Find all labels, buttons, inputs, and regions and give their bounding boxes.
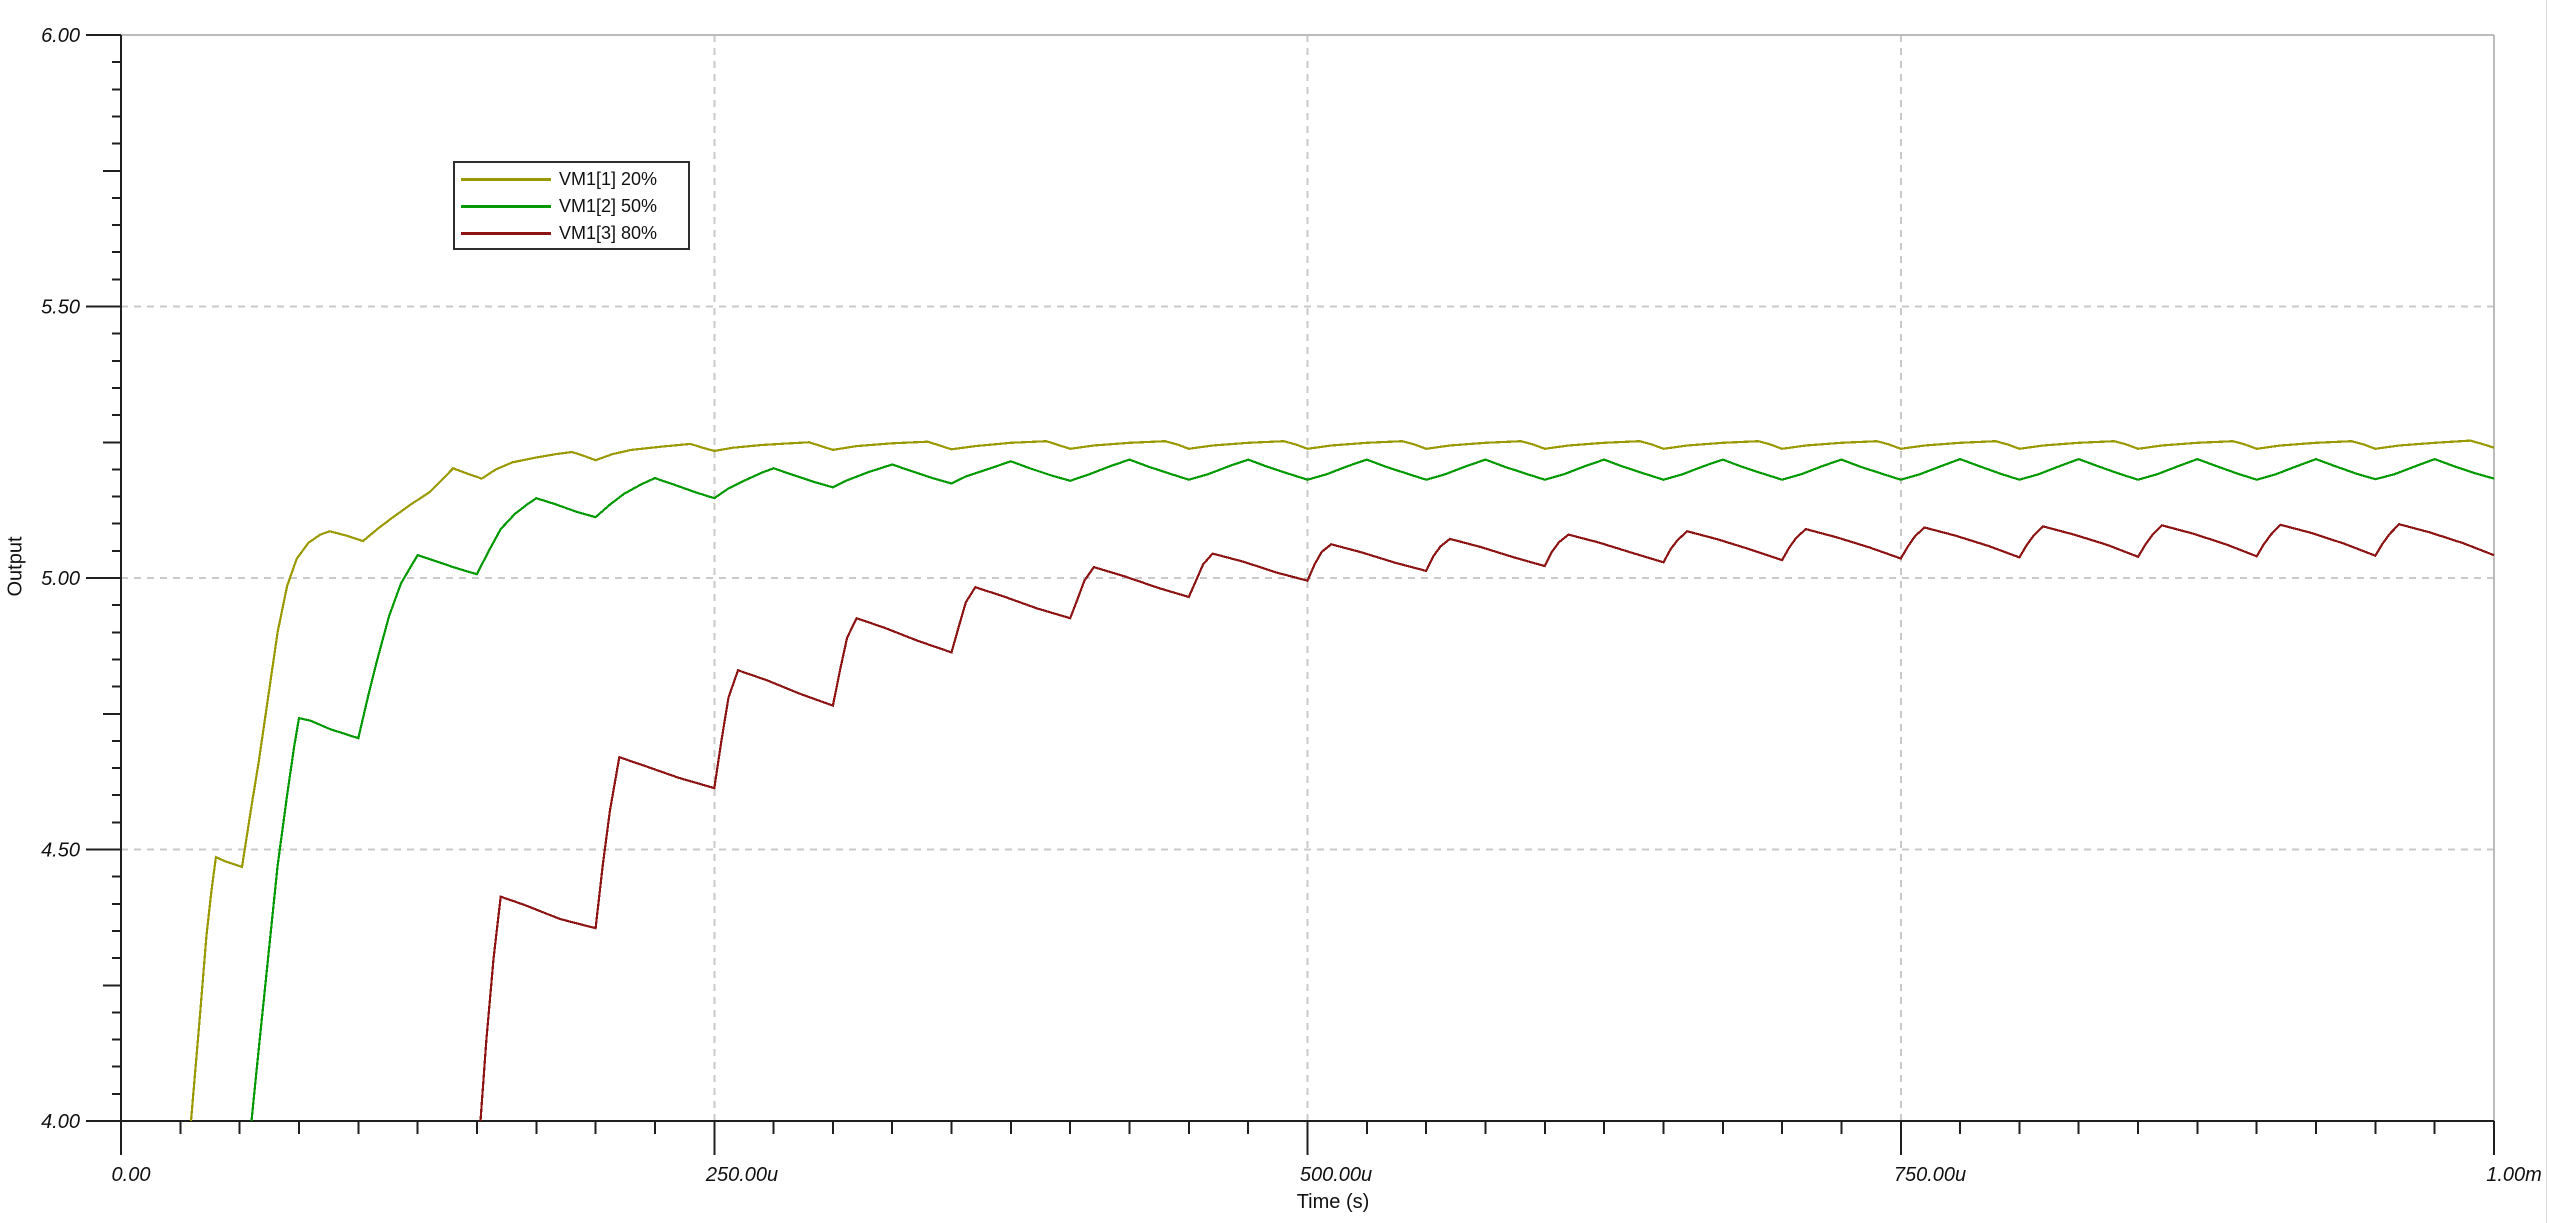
legend-line-sample [461,205,551,208]
y-axis-title: Output [4,536,27,597]
y-tick-label: 5.50 [41,297,80,319]
x-axis-title: Time (s) [1296,1191,1370,1213]
legend-line-sample [461,178,551,181]
legend-item-label: VM1[1] 20% [559,169,658,189]
legend-item: VM1[3] 80% [461,220,688,247]
window-edge-line [2546,0,2547,1223]
legend-item-label: VM1[3] 80% [559,223,658,243]
curve-vm1-2-50- [250,457,2495,1122]
x-tick-label: 750.00u [1894,1164,1966,1186]
legend[interactable]: VM1[1] 20% VM1[2] 50% VM1[3] 80% [453,161,690,250]
y-tick-label: 4.50 [41,840,80,862]
curve-vm1-1-20- [189,439,2495,1122]
legend-line-sample [461,232,551,235]
x-tick-label: 0.00 [112,1164,151,1186]
legend-item-label: VM1[2] 50% [559,196,658,216]
y-tick-label: 4.00 [41,1111,80,1133]
x-tick-label: 500.00u [1300,1164,1372,1186]
x-tick-label: 250.00u [705,1164,778,1186]
x-tick-label: 1.00m [2486,1164,2542,1186]
legend-item: VM1[1] 20% [461,166,688,193]
legend-item: VM1[2] 50% [461,193,688,220]
curve-vm1-3-80- [479,522,2495,1122]
y-tick-label: 6.00 [41,25,80,47]
y-tick-label: 5.00 [41,568,80,590]
